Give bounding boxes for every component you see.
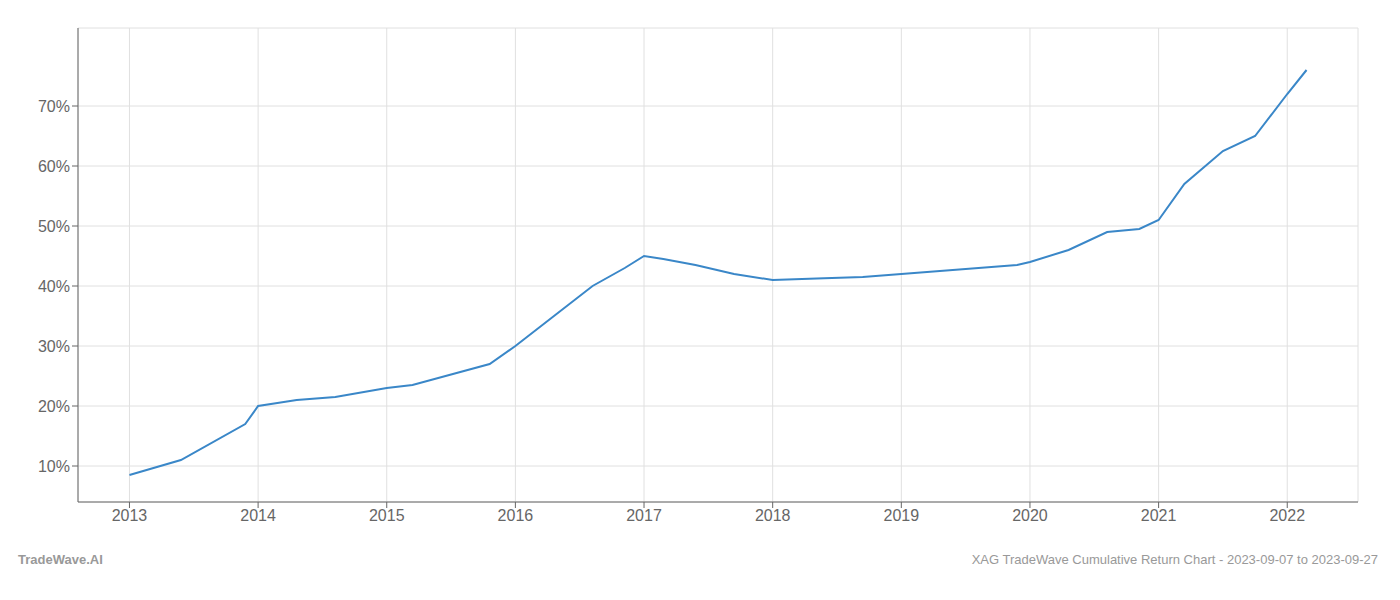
svg-text:2013: 2013 — [112, 507, 148, 524]
svg-text:50%: 50% — [38, 218, 70, 235]
svg-text:20%: 20% — [38, 398, 70, 415]
svg-text:10%: 10% — [38, 458, 70, 475]
svg-text:2017: 2017 — [626, 507, 662, 524]
svg-text:2022: 2022 — [1269, 507, 1305, 524]
svg-text:2020: 2020 — [1012, 507, 1048, 524]
svg-text:2016: 2016 — [498, 507, 534, 524]
svg-text:40%: 40% — [38, 278, 70, 295]
svg-text:2019: 2019 — [884, 507, 920, 524]
svg-text:30%: 30% — [38, 338, 70, 355]
svg-text:60%: 60% — [38, 158, 70, 175]
html-text:XAG TradeWave Cumulative Retur: XAG TradeWave Cumulative Return Chart - … — [971, 552, 1378, 567]
svg-text:70%: 70% — [38, 98, 70, 115]
html-text:TradeWave.AI: TradeWave.AI — [18, 552, 103, 567]
svg-text:2021: 2021 — [1141, 507, 1177, 524]
svg-text:2018: 2018 — [755, 507, 791, 524]
svg-text:2014: 2014 — [240, 507, 276, 524]
svg-text:2015: 2015 — [369, 507, 405, 524]
